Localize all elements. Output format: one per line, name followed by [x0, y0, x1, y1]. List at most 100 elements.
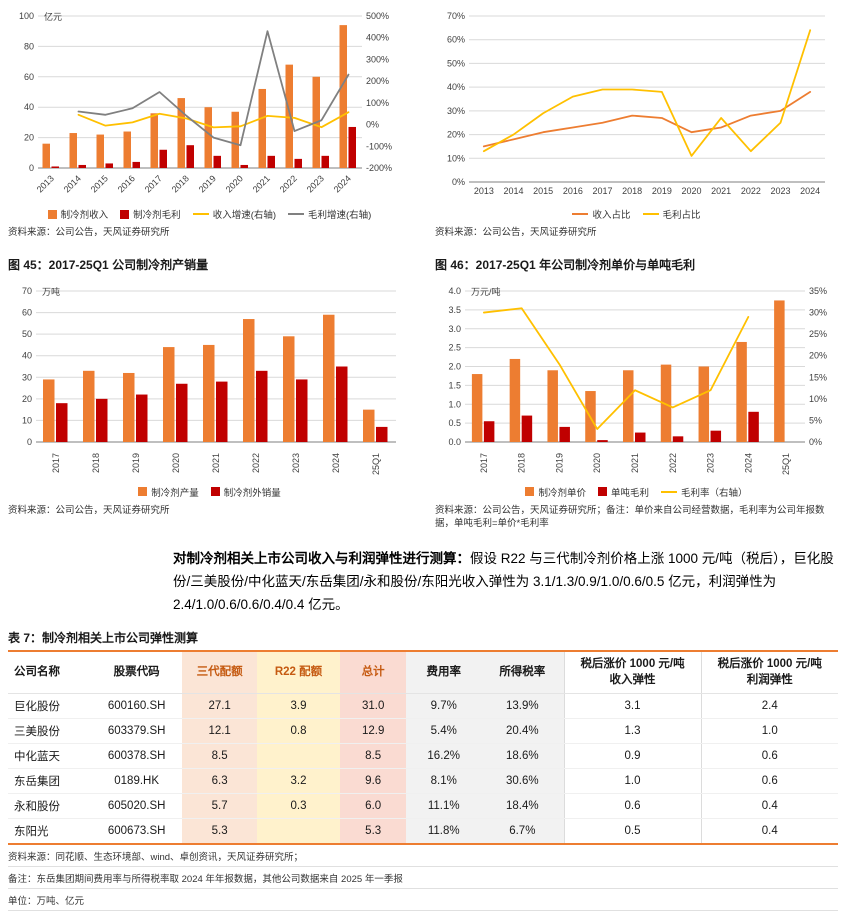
- column-header-7: 税后涨价 1000 元/吨 收入弹性: [563, 651, 701, 695]
- table-row: 东阳光 600673.SH 5.3 5.3 11.8% 6.7% 0.5 0.4: [8, 818, 838, 845]
- svg-text:3.0: 3.0: [448, 324, 461, 334]
- column-header-6: 所得税率: [481, 651, 565, 695]
- production-sales-chart-legend: 制冷剂产量 制冷剂外销量: [8, 485, 411, 499]
- svg-text:万吨: 万吨: [42, 286, 60, 297]
- table-cell: 5.4%: [406, 718, 482, 745]
- source-note-fig45: 资料来源：公司公告，天风证券研究所: [8, 504, 170, 516]
- svg-text:60%: 60%: [447, 35, 465, 45]
- svg-text:10%: 10%: [447, 153, 465, 163]
- line-legend-marker: [661, 490, 677, 494]
- table-cell: 27.1: [182, 693, 257, 720]
- svg-text:2.5: 2.5: [448, 342, 461, 352]
- legend-item: 制冷剂毛利: [120, 207, 181, 221]
- bar-legend-marker: [597, 487, 607, 497]
- svg-text:50%: 50%: [447, 58, 465, 68]
- svg-text:2020: 2020: [681, 186, 701, 196]
- elasticity-table: 公司名称 股票代码 三代配额 R22 配额 总计 费用率 所得税率 税后涨价 1000 元/吨…: [8, 650, 838, 846]
- svg-text:2017: 2017: [143, 173, 164, 194]
- table-cell: [256, 818, 340, 845]
- table-cell: 0.9: [563, 743, 701, 770]
- table-cell: 605020.SH: [91, 793, 183, 820]
- svg-text:2023: 2023: [305, 173, 326, 194]
- svg-text:2021: 2021: [630, 453, 640, 473]
- legend-item: 制冷剂产量: [138, 485, 199, 499]
- svg-text:0: 0: [29, 163, 34, 173]
- price-margin-chart-svg: 0.0 0.5 1.0 1.5 2.0 2.5 3.0 3.5 4.0 0% 5% 10% 15% 20%…: [448, 286, 827, 475]
- svg-text:60: 60: [22, 307, 32, 317]
- svg-text:2020: 2020: [592, 453, 602, 473]
- svg-text:2015: 2015: [89, 173, 110, 194]
- legend-label: 毛利率（右轴）: [681, 487, 748, 499]
- table-row: 东岳集团 0189.HK 6.3 3.2 9.6 8.1% 30.6% 1.0 0.6: [8, 768, 838, 795]
- svg-text:万元/吨: 万元/吨: [471, 286, 501, 297]
- header-row: 公司名称 股票代码 三代配额 R22 配额 总计 费用率 所得税率 税后涨价 1000 元/吨…: [8, 651, 838, 695]
- svg-text:2024: 2024: [743, 453, 753, 473]
- svg-text:30: 30: [22, 372, 32, 382]
- svg-text:2019: 2019: [131, 453, 141, 473]
- legend-item: 收入增速(右轴): [192, 207, 276, 221]
- svg-text:2024: 2024: [332, 173, 353, 194]
- share-chart-svg: 0% 10% 20% 30% 40% 50% 60% 70% 2013 2014 2015 2016 2…: [447, 11, 825, 196]
- legend-item: 毛利增速(右轴): [288, 207, 371, 221]
- paragraph-body: 假设 R22 与三代制冷剂价格上涨 1000 元/吨（税后），巨化股份/三美股份…: [173, 551, 834, 613]
- price-margin-chart: 0.0 0.5 1.0 1.5 2.0 2.5 3.0 3.5 4.0 0% 5% 10% 15% 20%…: [435, 279, 838, 499]
- svg-text:2022: 2022: [251, 453, 261, 473]
- table-row: 中化蓝天 600378.SH 8.5 8.5 16.2% 18.6% 0.9 0.6: [8, 743, 838, 770]
- svg-text:25Q1: 25Q1: [781, 453, 791, 475]
- svg-text:2015: 2015: [533, 186, 553, 196]
- table-cell: 6.0: [339, 793, 407, 820]
- table-cell: 12.1: [182, 718, 257, 745]
- table-cell: 8.5: [339, 743, 407, 770]
- svg-text:2014: 2014: [62, 173, 83, 194]
- table-cell: 1.0: [700, 718, 838, 745]
- legend-label: 制冷剂收入: [60, 210, 109, 221]
- column-header-1: 股票代码: [91, 651, 183, 695]
- svg-text:-100%: -100%: [366, 141, 392, 151]
- table-cell: [256, 743, 340, 770]
- table-cell: 0.5: [563, 818, 701, 845]
- bar-legend-marker: [47, 209, 57, 219]
- table-cell: 1.0: [563, 768, 701, 795]
- production-sales-chart: 0 10 20 30 40 50 60 70 万吨 2017 2018 2019 2020 2021 202…: [8, 279, 411, 499]
- svg-text:60: 60: [24, 72, 34, 82]
- legend-item: 毛利率（右轴）: [661, 485, 748, 499]
- table-cell: 三美股份: [8, 718, 91, 745]
- svg-text:2018: 2018: [517, 453, 527, 473]
- revenue-gross-profit-chart: 0 20 40 60 80 100 -200% -100% 0% 100% 200% 300% 400%…: [8, 6, 411, 221]
- table-cell: 16.2%: [406, 743, 482, 770]
- svg-text:10: 10: [22, 415, 32, 425]
- svg-text:2022: 2022: [278, 173, 299, 194]
- table-cell: 0.6: [700, 743, 838, 770]
- svg-text:2013: 2013: [474, 186, 494, 196]
- svg-text:100%: 100%: [366, 98, 389, 108]
- source-note-fig46: 资料来源：公司公告，天风证券研究所；备注：单价来自公司经营数据，毛利率为公司年报…: [435, 504, 825, 529]
- table-cell: 6.3: [182, 768, 257, 795]
- share-chart: 0% 10% 20% 30% 40% 50% 60% 70% 2013 2014 2015 2016 2…: [435, 6, 838, 221]
- table-cell: 0.3: [256, 793, 340, 820]
- svg-text:2020: 2020: [224, 173, 245, 194]
- price-margin-chart-legend: 制冷剂单价 单吨毛利 毛利率（右轴）: [435, 485, 838, 499]
- table-cell: 12.9: [339, 718, 407, 745]
- table-cell: 0.4: [700, 818, 838, 845]
- svg-text:40%: 40%: [447, 82, 465, 92]
- table-cell: 5.7: [182, 793, 257, 820]
- svg-text:2024: 2024: [800, 186, 820, 196]
- svg-text:0%: 0%: [809, 437, 822, 447]
- table-cell: 3.2: [256, 768, 340, 795]
- panel-production-sales: 0 10 20 30 40 50 60 70 万吨 2017 2018 2019 2020 2021 202…: [8, 279, 411, 531]
- legend-item: 制冷剂收入: [47, 207, 109, 221]
- panel-revenue-profit-share: 0% 10% 20% 30% 40% 50% 60% 70% 2013 2014 2015 2016 2…: [435, 6, 838, 240]
- table-cell: 巨化股份: [8, 693, 91, 720]
- legend-item: 毛利占比: [642, 207, 701, 221]
- table-cell: 3.9: [256, 693, 340, 720]
- column-header-8: 税后涨价 1000 元/吨 利润弹性: [700, 651, 838, 695]
- svg-text:0: 0: [27, 437, 32, 447]
- production-sales-chart-svg: 0 10 20 30 40 50 60 70 万吨 2017 2018 2019 2020 2021 202…: [22, 286, 396, 475]
- bottom-charts-row: 0 10 20 30 40 50 60 70 万吨 2017 2018 2019 2020 2021 202…: [8, 279, 838, 531]
- table-cell: 0.6: [563, 793, 701, 820]
- table-cell: 东阳光: [14, 826, 49, 839]
- table-cell: 东岳集团: [8, 768, 91, 795]
- svg-text:25%: 25%: [809, 329, 827, 339]
- svg-text:1.5: 1.5: [448, 380, 461, 390]
